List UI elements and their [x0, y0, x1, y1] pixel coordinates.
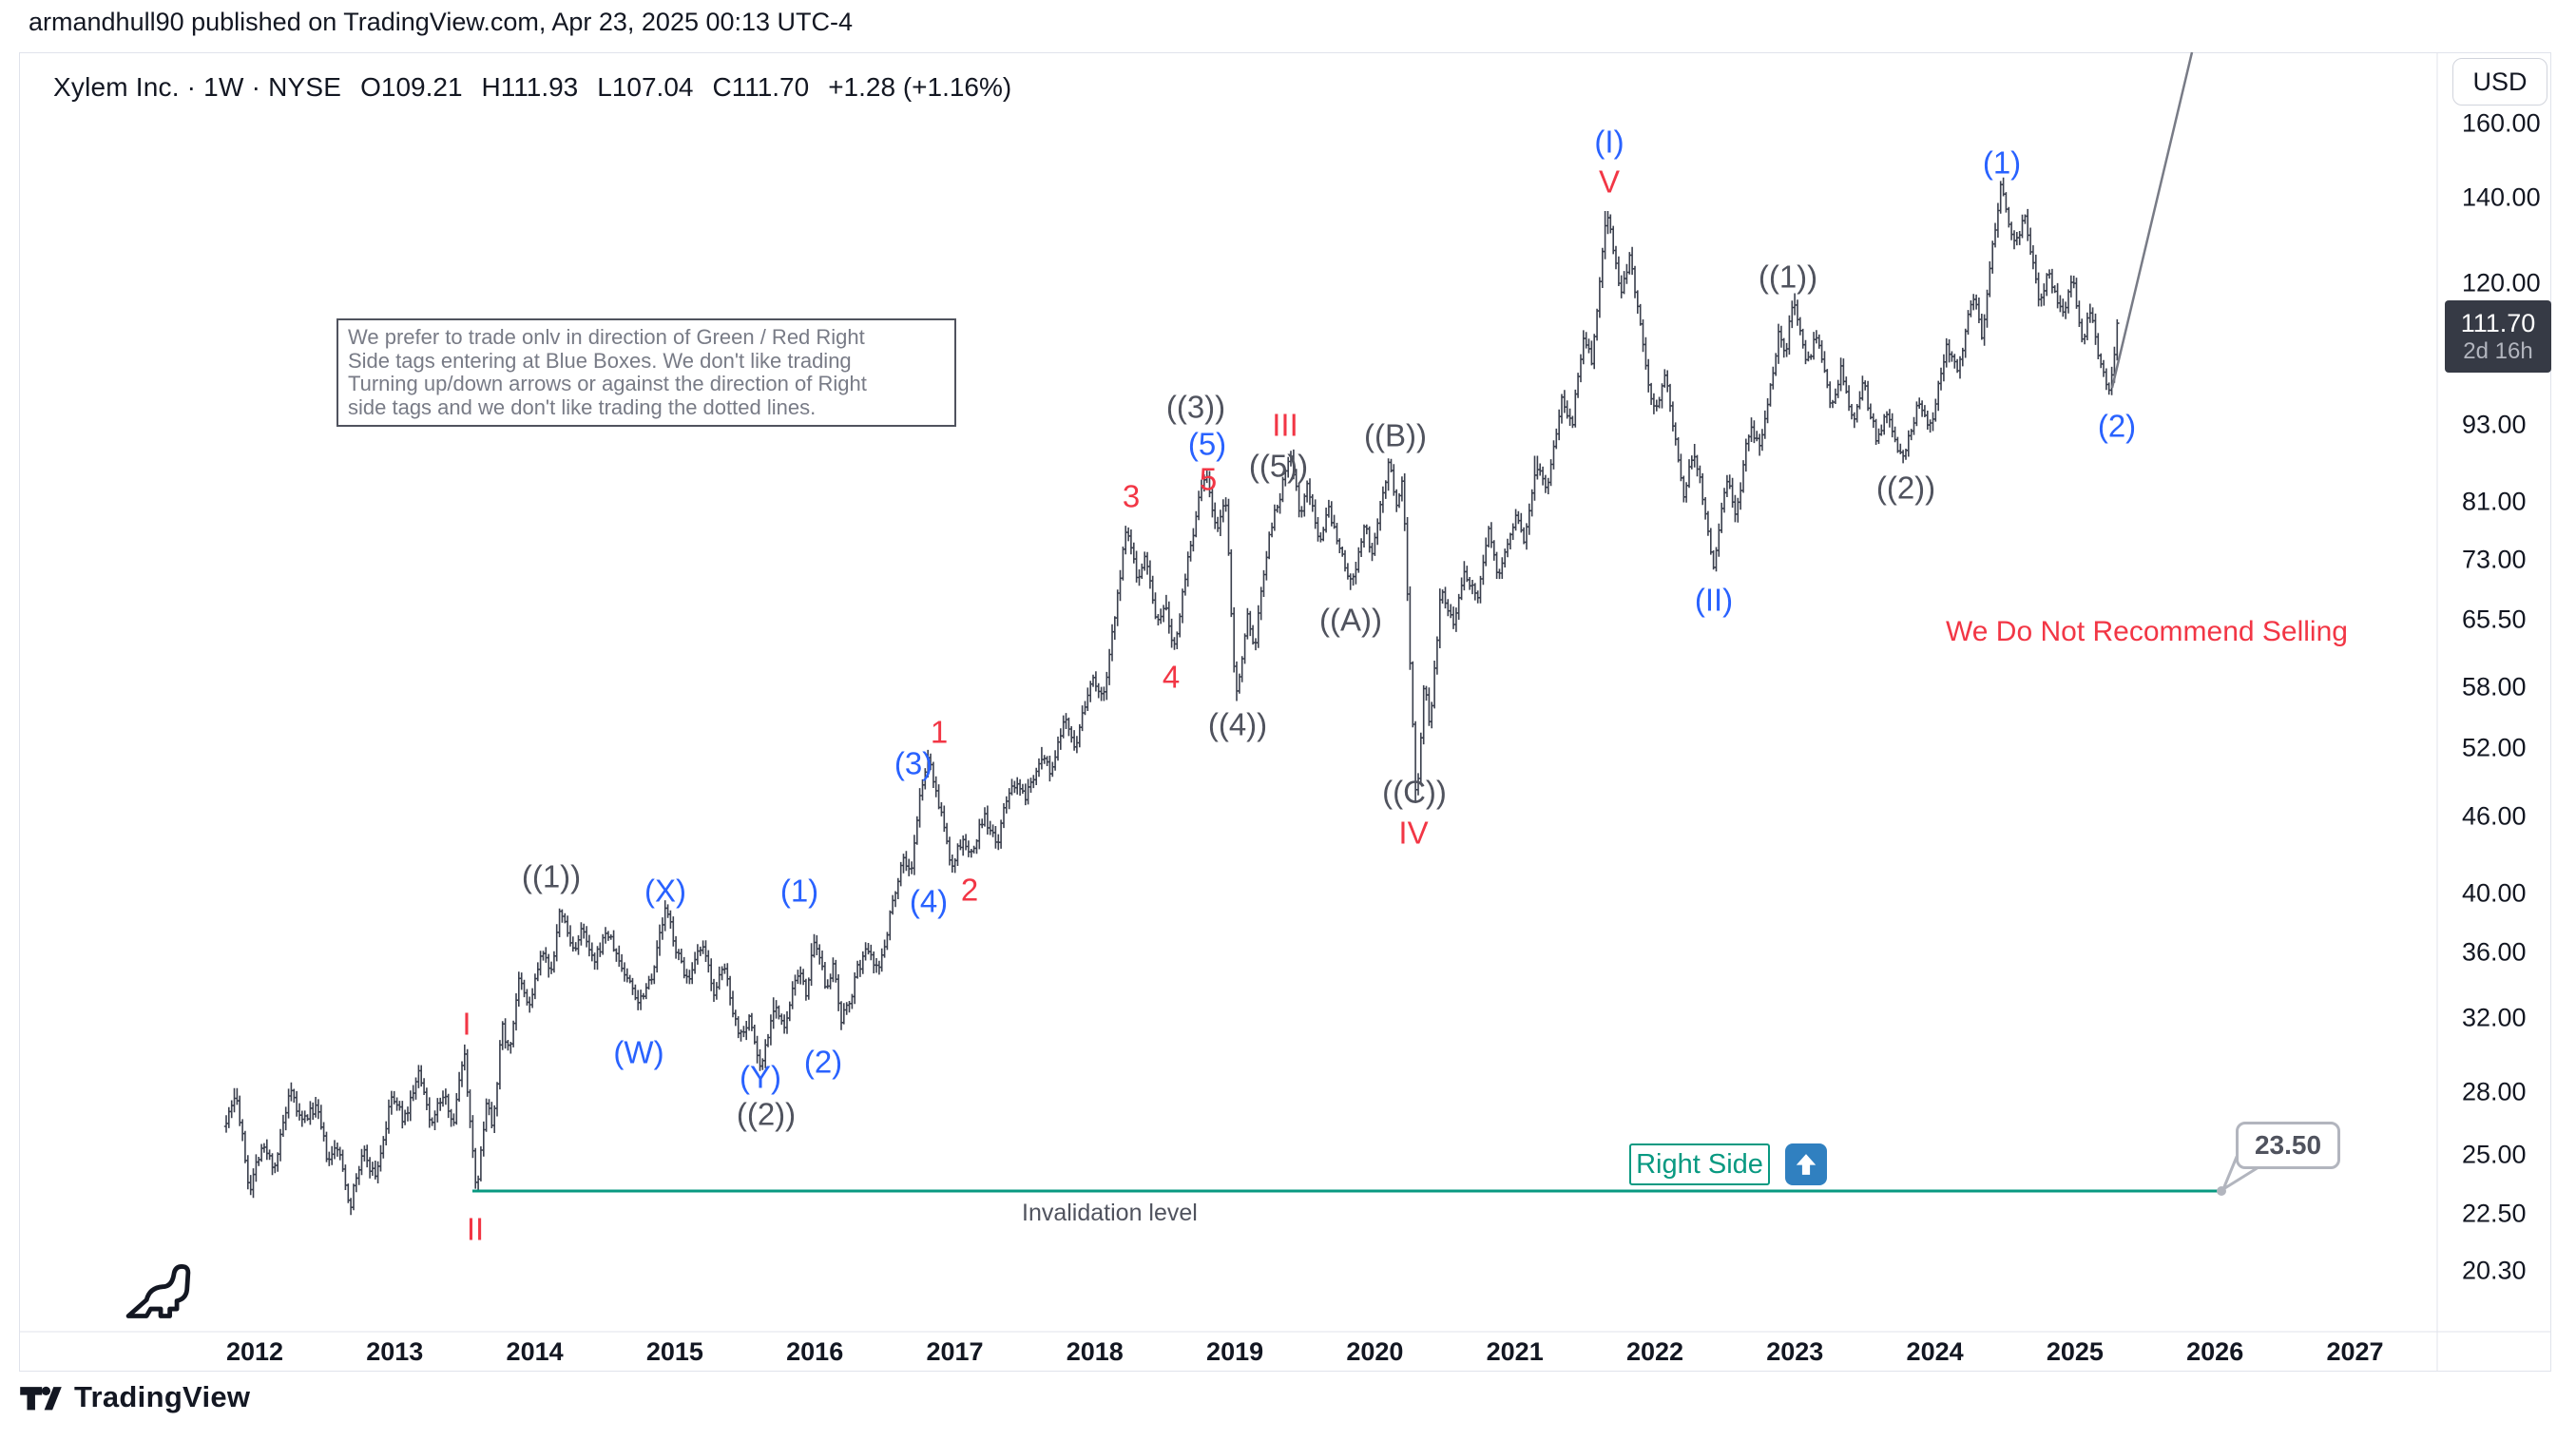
wave-label: I — [462, 1006, 471, 1042]
wave-label: (2) — [2097, 408, 2137, 444]
price-tick-label: 40.00 — [2462, 878, 2527, 908]
no-sell-warning-text: We Do Not Recommend Selling — [1946, 616, 2348, 647]
wave-label: ((1)) — [1758, 259, 1818, 295]
price-tick-label: 25.00 — [2462, 1140, 2527, 1169]
wave-label: ((5)) — [1248, 448, 1309, 484]
currency-label: USD — [2472, 67, 2528, 96]
wave-label: 4 — [1162, 659, 1181, 695]
wave-label: 2 — [960, 872, 979, 908]
ohlc-high: H111.93 — [481, 72, 579, 102]
year-tick-label: 2012 — [225, 1337, 284, 1366]
right-side-label: Right Side — [1636, 1148, 1763, 1180]
wave-label: III — [1272, 407, 1298, 443]
wave-label: ((1)) — [521, 858, 582, 894]
arrow-up-icon — [1796, 1154, 1817, 1175]
wave-label: (5) — [1187, 426, 1227, 462]
year-tick-label: 2016 — [786, 1337, 844, 1366]
price-tick-label: 65.50 — [2462, 605, 2527, 634]
wave-label: ((4)) — [1207, 706, 1268, 742]
tradingview-footer[interactable]: TradingView — [19, 1380, 250, 1414]
price-tick-label: 140.00 — [2462, 183, 2541, 212]
trading-note-box[interactable]: We prefer to trade onlv in direction of … — [336, 318, 956, 427]
price-tick-label: 36.00 — [2462, 937, 2527, 967]
year-tick-label: 2014 — [506, 1337, 564, 1366]
note-line: We prefer to trade onlv in direction of … — [348, 325, 865, 349]
price-tick-label: 32.00 — [2462, 1003, 2527, 1032]
year-tick-label: 2020 — [1346, 1337, 1404, 1366]
year-tick-label: 2021 — [1486, 1337, 1544, 1366]
wave-label: ((3)) — [1165, 389, 1226, 425]
year-tick-label: 2027 — [2326, 1337, 2384, 1366]
wave-label: V — [1598, 163, 1621, 200]
invalidation-price-callout[interactable]: 23.50 — [2236, 1122, 2340, 1169]
price-tick-label: 52.00 — [2462, 733, 2527, 762]
ohlc-open: O109.21 — [360, 72, 463, 102]
price-tick-label: 22.50 — [2462, 1199, 2527, 1228]
price-tick-label: 20.30 — [2462, 1256, 2527, 1285]
symbol-header: Xylem Inc. · 1W · NYSE O109.21 H111.93 L… — [53, 72, 1011, 103]
wave-label: 5 — [1199, 461, 1218, 497]
wave-label: (Y) — [740, 1059, 781, 1095]
note-line: Side tags entering at Blue Boxes. We don… — [348, 348, 852, 373]
wave-label: 1 — [930, 714, 949, 750]
year-tick-label: 2018 — [1066, 1337, 1124, 1366]
price-tick-label: 73.00 — [2462, 545, 2527, 574]
price-tick-label: 120.00 — [2462, 268, 2541, 298]
wave-label: IV — [1398, 815, 1429, 851]
price-tick-label: 160.00 — [2462, 108, 2541, 138]
wave-label: 3 — [1122, 478, 1141, 514]
price-tick-label: 58.00 — [2462, 672, 2527, 701]
currency-toggle-button[interactable]: USD — [2452, 58, 2547, 106]
up-arrow-marker[interactable] — [1785, 1143, 1827, 1185]
wave-label: (W) — [613, 1034, 664, 1070]
price-tick-label: 93.00 — [2462, 410, 2527, 439]
year-tick-label: 2023 — [1766, 1337, 1824, 1366]
year-tick-label: 2019 — [1206, 1337, 1264, 1366]
year-tick-label: 2022 — [1625, 1337, 1684, 1366]
tradingview-logo-icon — [20, 1386, 62, 1411]
wave-label: (3) — [894, 745, 933, 781]
ohlc-low: L107.04 — [597, 72, 694, 102]
wave-label: ((A)) — [1319, 602, 1382, 638]
wave-label: (X) — [644, 873, 686, 909]
tradingview-wordmark: TradingView — [74, 1380, 251, 1413]
attribution-text: armandhull90 published on TradingView.co… — [29, 8, 854, 36]
year-tick-label: 2013 — [366, 1337, 424, 1366]
ohlc-close: C111.70 — [712, 72, 810, 102]
note-line: side tags and we don't like trading the … — [348, 394, 817, 419]
last-price-badge: 111.70 2d 16h — [2445, 300, 2551, 373]
wave-label: ((C)) — [1382, 774, 1447, 810]
year-tick-label: 2015 — [645, 1337, 703, 1366]
wave-label: (4) — [909, 883, 949, 919]
last-price-value: 111.70 — [2460, 308, 2536, 337]
wave-label: (1) — [1982, 144, 2022, 181]
wave-label: ((B)) — [1364, 417, 1427, 453]
wave-label: (2) — [803, 1044, 843, 1080]
price-tick-label: 28.00 — [2462, 1077, 2527, 1106]
price-tick-label: 46.00 — [2462, 801, 2527, 831]
wave-label: (II) — [1694, 582, 1734, 618]
dino-watermark-icon — [125, 1264, 191, 1318]
invalidation-price-value: 23.50 — [2254, 1130, 2322, 1160]
bar-countdown: 2d 16h — [2463, 337, 2533, 364]
note-line: Turning up/down arrows or against the di… — [348, 372, 867, 395]
year-tick-label: 2025 — [2046, 1337, 2104, 1366]
year-tick-label: 2026 — [2186, 1337, 2244, 1366]
wave-label: (1) — [779, 873, 819, 909]
year-tick-label: 2024 — [1906, 1337, 1964, 1366]
wave-label: ((2)) — [1875, 470, 1936, 506]
wave-label: (I) — [1594, 124, 1624, 160]
invalidation-level-label: Invalidation level — [1022, 1200, 1198, 1226]
wave-label: ((2)) — [736, 1096, 797, 1132]
year-tick-label: 2017 — [926, 1337, 984, 1366]
right-side-tag[interactable]: Right Side — [1629, 1143, 1770, 1185]
price-change: +1.28 (+1.16%) — [828, 72, 1012, 102]
symbol-title[interactable]: Xylem Inc. · 1W · NYSE — [53, 72, 342, 102]
price-tick-label: 81.00 — [2462, 487, 2527, 516]
wave-label: II — [466, 1211, 485, 1247]
chart-widget — [19, 52, 2551, 1372]
